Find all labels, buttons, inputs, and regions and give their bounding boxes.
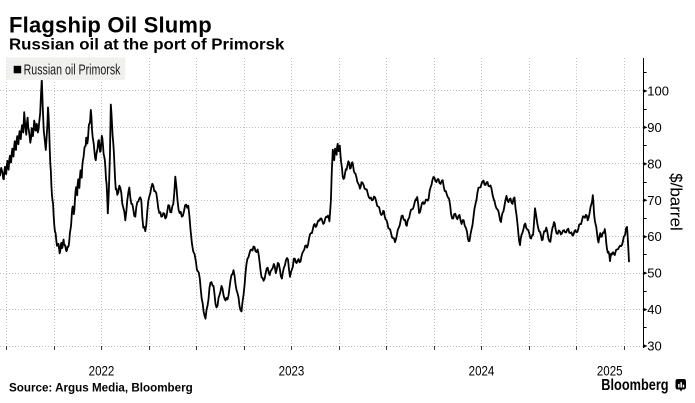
svg-text:60: 60 [647, 229, 661, 244]
svg-text:$/barrel: $/barrel [667, 173, 686, 231]
svg-text:30: 30 [647, 339, 661, 354]
svg-text:90: 90 [647, 120, 661, 135]
svg-text:2023: 2023 [279, 363, 305, 378]
svg-text:Flagship Oil Slump: Flagship Oil Slump [9, 12, 212, 37]
svg-text:50: 50 [647, 266, 661, 281]
svg-text:2022: 2022 [89, 363, 115, 378]
svg-text:Russian oil Primorsk: Russian oil Primorsk [24, 61, 121, 78]
svg-text:2024: 2024 [469, 363, 495, 378]
svg-text:Russian oil at the port of Pri: Russian oil at the port of Primorsk [9, 36, 285, 53]
svg-text:40: 40 [647, 302, 661, 317]
svg-text:70: 70 [647, 193, 661, 208]
svg-text:100: 100 [647, 84, 669, 99]
svg-text:80: 80 [647, 156, 661, 171]
svg-text:Source: Argus Media, Bloomberg: Source: Argus Media, Bloomberg [9, 380, 193, 394]
svg-text:Bloomberg: Bloomberg [601, 377, 668, 394]
svg-text:2025: 2025 [597, 363, 623, 378]
